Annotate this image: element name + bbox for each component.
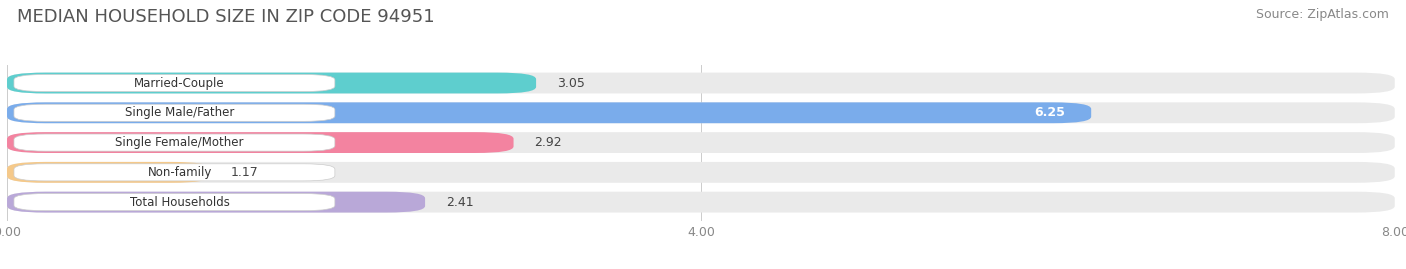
Text: Non-family: Non-family: [148, 166, 212, 179]
Text: 1.17: 1.17: [231, 166, 259, 179]
Text: 3.05: 3.05: [557, 76, 585, 90]
Text: MEDIAN HOUSEHOLD SIZE IN ZIP CODE 94951: MEDIAN HOUSEHOLD SIZE IN ZIP CODE 94951: [17, 8, 434, 26]
Text: Married-Couple: Married-Couple: [135, 76, 225, 90]
FancyBboxPatch shape: [7, 192, 1395, 213]
Text: 2.41: 2.41: [446, 196, 474, 209]
FancyBboxPatch shape: [7, 162, 1395, 183]
FancyBboxPatch shape: [14, 75, 335, 91]
FancyBboxPatch shape: [14, 194, 335, 211]
FancyBboxPatch shape: [7, 192, 425, 213]
FancyBboxPatch shape: [7, 132, 513, 153]
FancyBboxPatch shape: [7, 102, 1395, 123]
FancyBboxPatch shape: [14, 134, 335, 151]
FancyBboxPatch shape: [7, 132, 1395, 153]
FancyBboxPatch shape: [14, 164, 335, 181]
Text: Single Male/Father: Single Male/Father: [125, 106, 235, 119]
Text: Total Households: Total Households: [129, 196, 229, 209]
FancyBboxPatch shape: [7, 162, 209, 183]
Text: 6.25: 6.25: [1035, 106, 1066, 119]
Text: 2.92: 2.92: [534, 136, 562, 149]
Text: Source: ZipAtlas.com: Source: ZipAtlas.com: [1256, 8, 1389, 21]
Text: Single Female/Mother: Single Female/Mother: [115, 136, 243, 149]
FancyBboxPatch shape: [14, 104, 335, 121]
FancyBboxPatch shape: [7, 73, 1395, 93]
FancyBboxPatch shape: [7, 102, 1091, 123]
FancyBboxPatch shape: [7, 73, 536, 93]
